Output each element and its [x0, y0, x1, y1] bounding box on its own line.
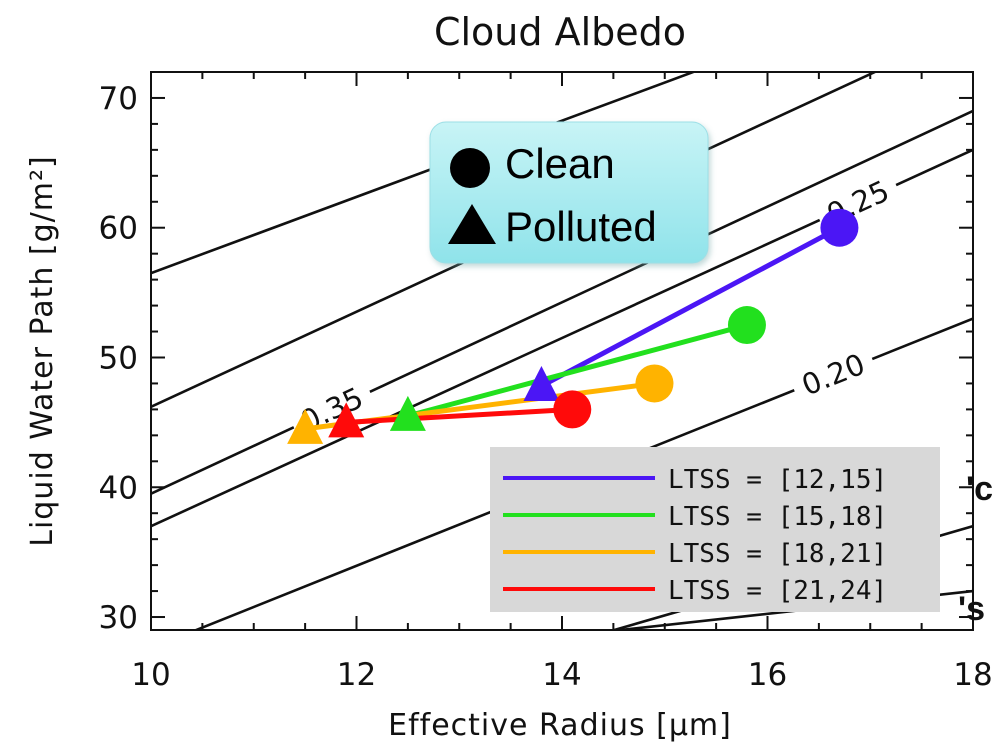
data-series — [287, 208, 859, 444]
polluted-point — [287, 408, 324, 444]
clean-marker-icon — [450, 148, 490, 188]
polluted-point — [523, 366, 560, 402]
polluted-label: Polluted — [505, 203, 657, 250]
polluted-point — [328, 402, 365, 438]
legend-label: LTSS = [12,15] — [668, 465, 887, 495]
marker-key-background — [429, 121, 709, 264]
y-axis-ticks: 30 40 50 60 70 — [99, 81, 973, 636]
contour-line — [151, 72, 697, 275]
clean-point — [820, 208, 859, 247]
x-tick-label: 16 — [748, 657, 787, 693]
edge-text-top: 'c — [966, 470, 993, 508]
marker-key-box — [429, 121, 709, 264]
contour-label-group: 0.20 — [787, 343, 879, 407]
x-tick-label: 14 — [542, 657, 581, 693]
clean-point — [635, 364, 674, 403]
x-tick-label: 10 — [131, 657, 170, 693]
clean-label: Clean — [505, 140, 615, 187]
legend-label: LTSS = [18,21] — [668, 539, 887, 569]
legend: LTSS = [12,15] LTSS = [15,18] LTSS = [18,2… — [490, 447, 940, 612]
series-line — [407, 322, 748, 419]
contour-label: 0.20 — [797, 347, 870, 403]
series-line — [346, 406, 573, 425]
polluted-point — [389, 395, 426, 431]
y-tick-label: 70 — [99, 81, 138, 117]
y-tick-label: 60 — [99, 211, 138, 247]
edge-text-bottom: 's — [958, 590, 985, 628]
x-axis-ticks: 10 12 14 16 18 — [131, 72, 993, 693]
x-tick-label: 18 — [953, 657, 992, 693]
marker-key-content: Clean Polluted — [448, 140, 657, 250]
y-tick-label: 40 — [99, 470, 138, 506]
x-axis-label: Effective Radius [μm] — [388, 708, 732, 743]
y-axis-label: Liquid Water Path [g/m²] — [25, 155, 60, 547]
legend-background — [490, 447, 940, 612]
clean-point — [727, 306, 766, 345]
chart-title: Cloud Albedo — [434, 10, 686, 54]
x-tick-label: 12 — [337, 657, 376, 693]
y-tick-label: 30 — [99, 600, 138, 636]
clean-point — [553, 390, 592, 429]
contour-line — [151, 109, 973, 495]
polluted-marker-icon — [448, 204, 496, 244]
series-line — [540, 225, 841, 389]
legend-label: LTSS = [15,18] — [668, 502, 887, 532]
contour-label-bg — [787, 343, 879, 407]
legend-label: LTSS = [21,24] — [668, 576, 887, 606]
y-tick-label: 50 — [99, 340, 138, 376]
